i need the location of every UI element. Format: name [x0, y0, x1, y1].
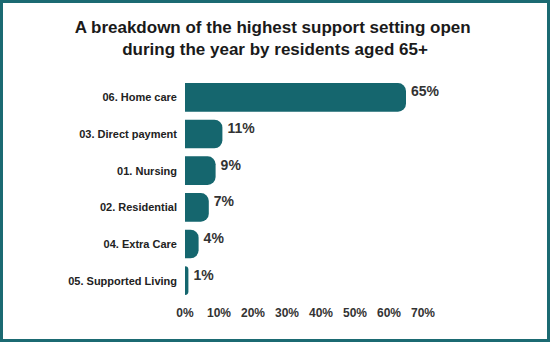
- svg-text:30%: 30%: [275, 306, 299, 320]
- svg-text:11%: 11%: [227, 120, 255, 136]
- svg-text:02. Residential: 02. Residential: [100, 201, 177, 213]
- svg-text:1%: 1%: [193, 267, 214, 283]
- svg-text:7%: 7%: [214, 193, 235, 209]
- svg-text:03. Direct payment: 03. Direct payment: [79, 128, 177, 140]
- svg-text:70%: 70%: [411, 306, 435, 320]
- svg-text:05. Supported Living: 05. Supported Living: [68, 275, 177, 287]
- svg-text:10%: 10%: [207, 306, 231, 320]
- svg-text:A breakdown of the highest sup: A breakdown of the highest support setti…: [75, 18, 476, 37]
- svg-text:60%: 60%: [377, 306, 401, 320]
- svg-text:40%: 40%: [309, 306, 333, 320]
- svg-text:04. Extra Care: 04. Extra Care: [104, 238, 177, 250]
- svg-text:during the year by residents a: during the year by residents aged 65+: [122, 40, 428, 59]
- svg-text:01. Nursing: 01. Nursing: [117, 165, 177, 177]
- svg-text:4%: 4%: [204, 230, 225, 246]
- svg-text:9%: 9%: [221, 157, 242, 173]
- svg-text:0%: 0%: [176, 306, 194, 320]
- svg-text:20%: 20%: [241, 306, 265, 320]
- svg-text:06. Home care: 06. Home care: [102, 91, 177, 103]
- svg-text:65%: 65%: [411, 83, 440, 99]
- svg-text:50%: 50%: [343, 306, 367, 320]
